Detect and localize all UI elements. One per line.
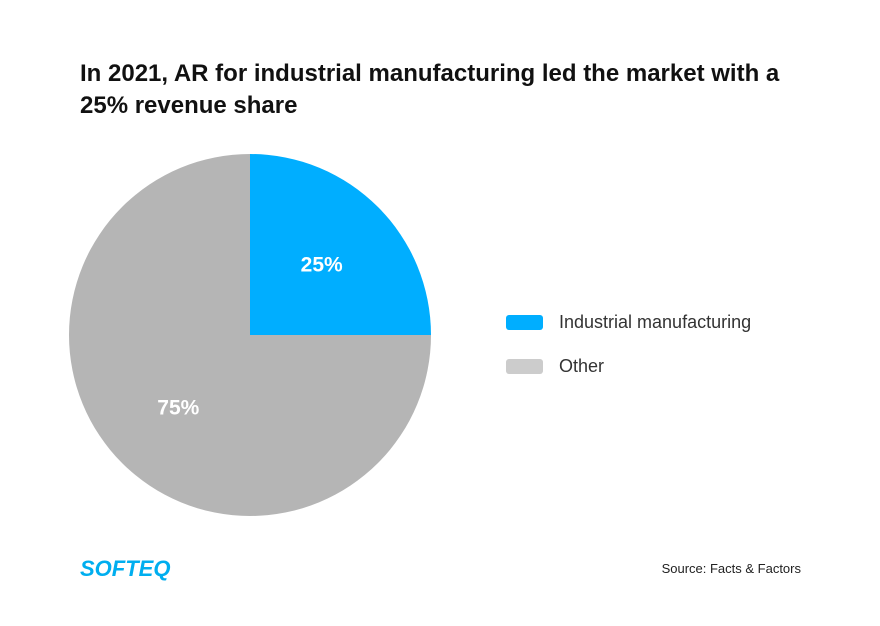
legend-item-other: Other bbox=[506, 344, 751, 388]
chart-title: In 2021, AR for industrial manufacturing… bbox=[80, 60, 780, 119]
pie-slice-industrial bbox=[250, 154, 431, 335]
softeq-logo: SOFTEQ bbox=[80, 556, 171, 581]
slice-data-label: 25% bbox=[301, 253, 343, 276]
legend-swatch bbox=[506, 314, 543, 330]
legend-label: Industrial manufacturing bbox=[559, 311, 752, 332]
legend-label: Other bbox=[559, 355, 605, 376]
legend-swatch bbox=[506, 358, 543, 374]
legend: Industrial manufacturing Other bbox=[506, 300, 751, 388]
pie-slice-other bbox=[69, 154, 431, 516]
source-note: Source: Facts & Factors bbox=[661, 561, 801, 576]
slice-data-label: 75% bbox=[157, 397, 199, 420]
legend-item-industrial: Industrial manufacturing bbox=[506, 300, 751, 344]
